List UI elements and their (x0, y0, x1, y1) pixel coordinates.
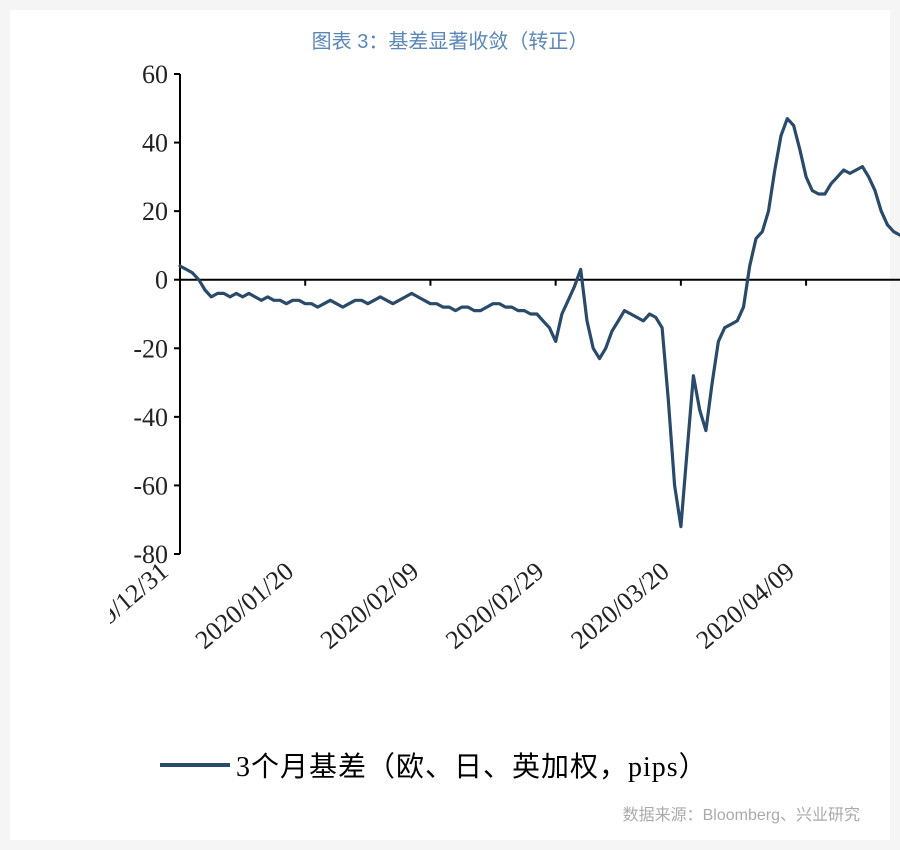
svg-text:60: 60 (142, 64, 168, 89)
svg-text:0: 0 (155, 266, 168, 295)
svg-text:2020/04/09: 2020/04/09 (691, 556, 800, 654)
svg-text:2020/03/20: 2020/03/20 (565, 556, 674, 654)
svg-text:-60: -60 (133, 471, 168, 500)
chart-title: 图表 3：基差显著收敛（转正） (10, 25, 890, 54)
svg-text:-40: -40 (133, 403, 168, 432)
source-attribution: 数据来源：Bloomberg、兴业研究 (623, 801, 860, 825)
svg-text:-20: -20 (133, 334, 168, 363)
plot-area: 6040200-20-40-60-802019/12/312020/01/202… (110, 64, 850, 704)
svg-text:2020/02/29: 2020/02/29 (440, 556, 549, 654)
line-chart-svg: 6040200-20-40-60-802019/12/312020/01/202… (110, 64, 900, 704)
svg-text:20: 20 (142, 197, 168, 226)
chart-legend: 3个月基差（欧、日、英加权，pips） (160, 745, 708, 785)
svg-text:2020/01/20: 2020/01/20 (190, 556, 299, 654)
svg-text:2020/02/09: 2020/02/09 (315, 556, 424, 654)
chart-container: 图表 3：基差显著收敛（转正） 6040200-20-40-60-802019/… (10, 10, 890, 840)
legend-label: 3个月基差（欧、日、英加权，pips） (236, 745, 708, 785)
legend-line-icon (160, 763, 230, 767)
svg-text:40: 40 (142, 129, 168, 158)
svg-text:2019/12/31: 2019/12/31 (110, 556, 174, 654)
